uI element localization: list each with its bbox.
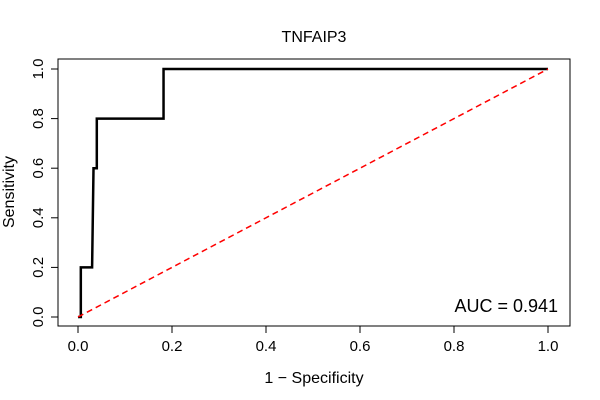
x-axis: 0.0 0.2 0.4 0.6 0.8 1.0 (68, 325, 559, 355)
y-tick-label: 0.6 (30, 158, 47, 179)
reference-diagonal-line (77, 68, 549, 318)
chart-title: TNFAIP3 (282, 29, 347, 46)
y-tick-label: 0.4 (30, 207, 47, 228)
x-tick-label: 1.0 (538, 338, 559, 355)
x-tick-label: 0.8 (444, 338, 465, 355)
roc-curve (78, 67, 548, 319)
y-tick-label: 1.0 (30, 59, 47, 80)
y-tick-label: 0.0 (30, 307, 47, 328)
y-tick-label: 0.8 (30, 108, 47, 129)
x-tick-label: 0.4 (256, 338, 277, 355)
x-tick-label: 0.2 (162, 338, 183, 355)
plot-frame (57, 58, 571, 327)
x-tick-label: 0.6 (350, 338, 371, 355)
x-axis-label: 1 − Specificity (264, 370, 363, 387)
x-tick-label: 0.0 (68, 338, 89, 355)
y-axis: 0.0 0.2 0.4 0.6 0.8 1.0 (30, 59, 59, 328)
y-axis-label: Sensitivity (1, 156, 18, 228)
auc-annotation: AUC = 0.941 (454, 296, 558, 316)
y-tick-label: 0.2 (30, 257, 47, 278)
series-layer (77, 67, 549, 319)
